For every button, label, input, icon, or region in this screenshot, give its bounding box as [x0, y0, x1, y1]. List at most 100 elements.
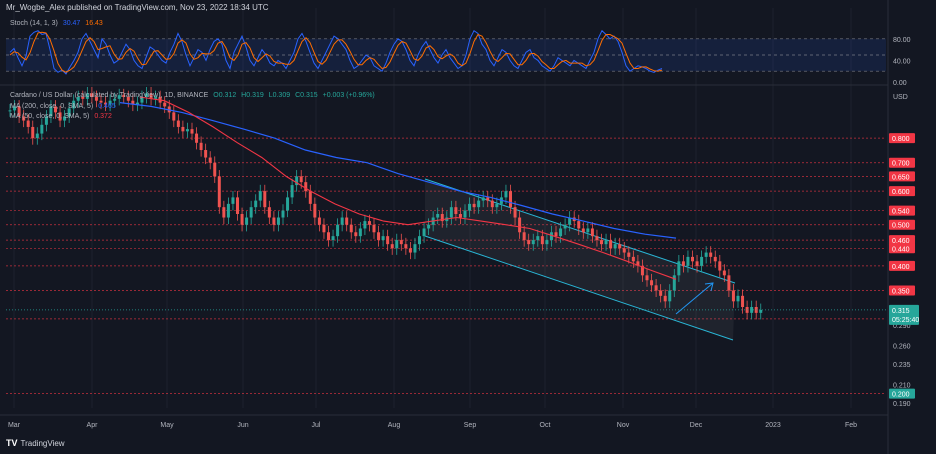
price-tag-0.700-bg: [889, 157, 915, 168]
candle-body-153: [704, 252, 708, 257]
candle-body-67: [313, 203, 317, 218]
candle-body-90: [418, 236, 421, 245]
candle-body-29: [140, 96, 144, 103]
candle-body-114: [527, 240, 531, 245]
candle-body-62: [290, 185, 294, 198]
candle-body-104: [481, 197, 485, 201]
stoch-legend: Stoch (14, 1, 3) 30.47 16.43: [10, 20, 103, 27]
candle-body-86: [399, 240, 403, 245]
candle-body-40: [190, 129, 194, 134]
candle-body-7: [40, 124, 44, 134]
candle-body-54: [254, 200, 258, 208]
price-tag-0.600-bg: [889, 186, 915, 197]
candle-body-70: [327, 232, 330, 241]
price-tags: 0.800 0.700 0.650 0.600 0.540 0.500 0.4600.440…: [6, 133, 919, 399]
candle-body-81: [377, 232, 381, 241]
candle-body-69: [322, 224, 326, 233]
candle-body-43: [204, 150, 208, 158]
price-tag-0.460-bg: [889, 235, 915, 246]
candle-body-71: [331, 236, 335, 241]
candle-body-55: [258, 191, 262, 201]
candle-body-152: [700, 256, 704, 266]
candle-body-47: [222, 207, 226, 218]
candle-body-144: [663, 295, 667, 302]
symbol-legend: Cardano / US Dollar (calculated by Tradi…: [10, 92, 375, 99]
candle-body-51: [240, 214, 244, 225]
candle-body-132: [609, 240, 613, 249]
candle-body-126: [581, 228, 585, 233]
candle-body-165: [759, 309, 763, 313]
ma200-value: 0.465: [98, 103, 116, 110]
candle-body-109: [504, 191, 508, 198]
candle-body-18: [90, 93, 94, 97]
candle-body-105: [486, 197, 490, 201]
x-tick-label: Feb: [845, 422, 857, 429]
candle-body-127: [586, 228, 590, 233]
candle-body-148: [681, 261, 685, 266]
y-tick-label: 0.260: [893, 343, 911, 350]
candle-body-4: [26, 120, 30, 127]
x-tick-label: May: [160, 422, 174, 429]
candle-body-83: [386, 236, 390, 245]
candle-body-2: [17, 106, 21, 117]
ma50-value: 0.372: [94, 113, 112, 120]
candle-body-163: [750, 307, 754, 313]
candle-body-76: [354, 232, 358, 237]
candle-body-121: [559, 228, 563, 237]
candle-body-149: [686, 256, 690, 266]
candle-body-10: [54, 106, 57, 113]
price-tag-0.440-bg: [889, 243, 915, 254]
stoch-k-value: 30.47: [62, 20, 81, 27]
candle-body-63: [295, 176, 299, 186]
candle-body-118: [545, 240, 549, 245]
x-tick-label: Apr: [87, 422, 99, 429]
candle-body-17: [85, 93, 89, 99]
candle-body-119: [549, 232, 553, 241]
candle-body-155: [713, 256, 717, 262]
candle-body-53: [249, 207, 253, 218]
candle-body-136: [627, 252, 631, 257]
candle-body-102: [472, 203, 476, 208]
y-tick-label: 0.210: [893, 383, 911, 390]
candle-body-139: [640, 265, 644, 276]
candle-body-20: [99, 100, 103, 103]
candle-body-131: [604, 240, 608, 245]
countdown-tag: 05:25:40: [892, 317, 919, 324]
candle-body-106: [490, 200, 494, 208]
channel-fill: [425, 179, 735, 340]
candle-body-137: [631, 256, 635, 262]
price-tag-0.600: 0.600: [892, 189, 910, 196]
x-tick-label: Aug: [388, 422, 401, 429]
candle-body-151: [695, 261, 699, 266]
candle-body-140: [645, 275, 649, 281]
support-resistance-levels: [6, 137, 886, 394]
candle-body-130: [600, 240, 603, 245]
ma50-line: [139, 96, 677, 280]
ohlc-high: H0.319: [241, 92, 264, 99]
candle-body-13: [67, 108, 71, 117]
tradingview-logo-icon: TV: [6, 438, 18, 448]
stoch-series-%D: [9, 31, 663, 73]
tradingview-footer: TV TradingView: [6, 438, 65, 448]
price-tag-0.540-bg: [889, 205, 915, 216]
candle-body-0: [8, 110, 12, 112]
channel-bottom: [424, 235, 734, 341]
x-tick-label: Jun: [237, 422, 248, 429]
candle-body-142: [654, 285, 658, 291]
candle-body-46: [217, 176, 221, 208]
candle-body-129: [595, 236, 599, 241]
candle-body-49: [231, 197, 235, 204]
candle-body-158: [727, 275, 731, 291]
candle-body-23: [113, 98, 117, 101]
y-tick-label: 0.235: [893, 362, 911, 369]
y-unit-label: USD: [893, 94, 908, 101]
candle-body-88: [408, 248, 412, 253]
candle-body-95: [440, 214, 444, 222]
price-tag-0.200: 0.200: [892, 392, 910, 399]
candle-body-85: [395, 240, 399, 249]
candle-body-128: [590, 228, 594, 237]
last-price-tag: 0.315: [892, 308, 910, 315]
candle-body-113: [522, 232, 526, 241]
candle-body-57: [267, 207, 271, 218]
candle-body-44: [208, 157, 212, 163]
